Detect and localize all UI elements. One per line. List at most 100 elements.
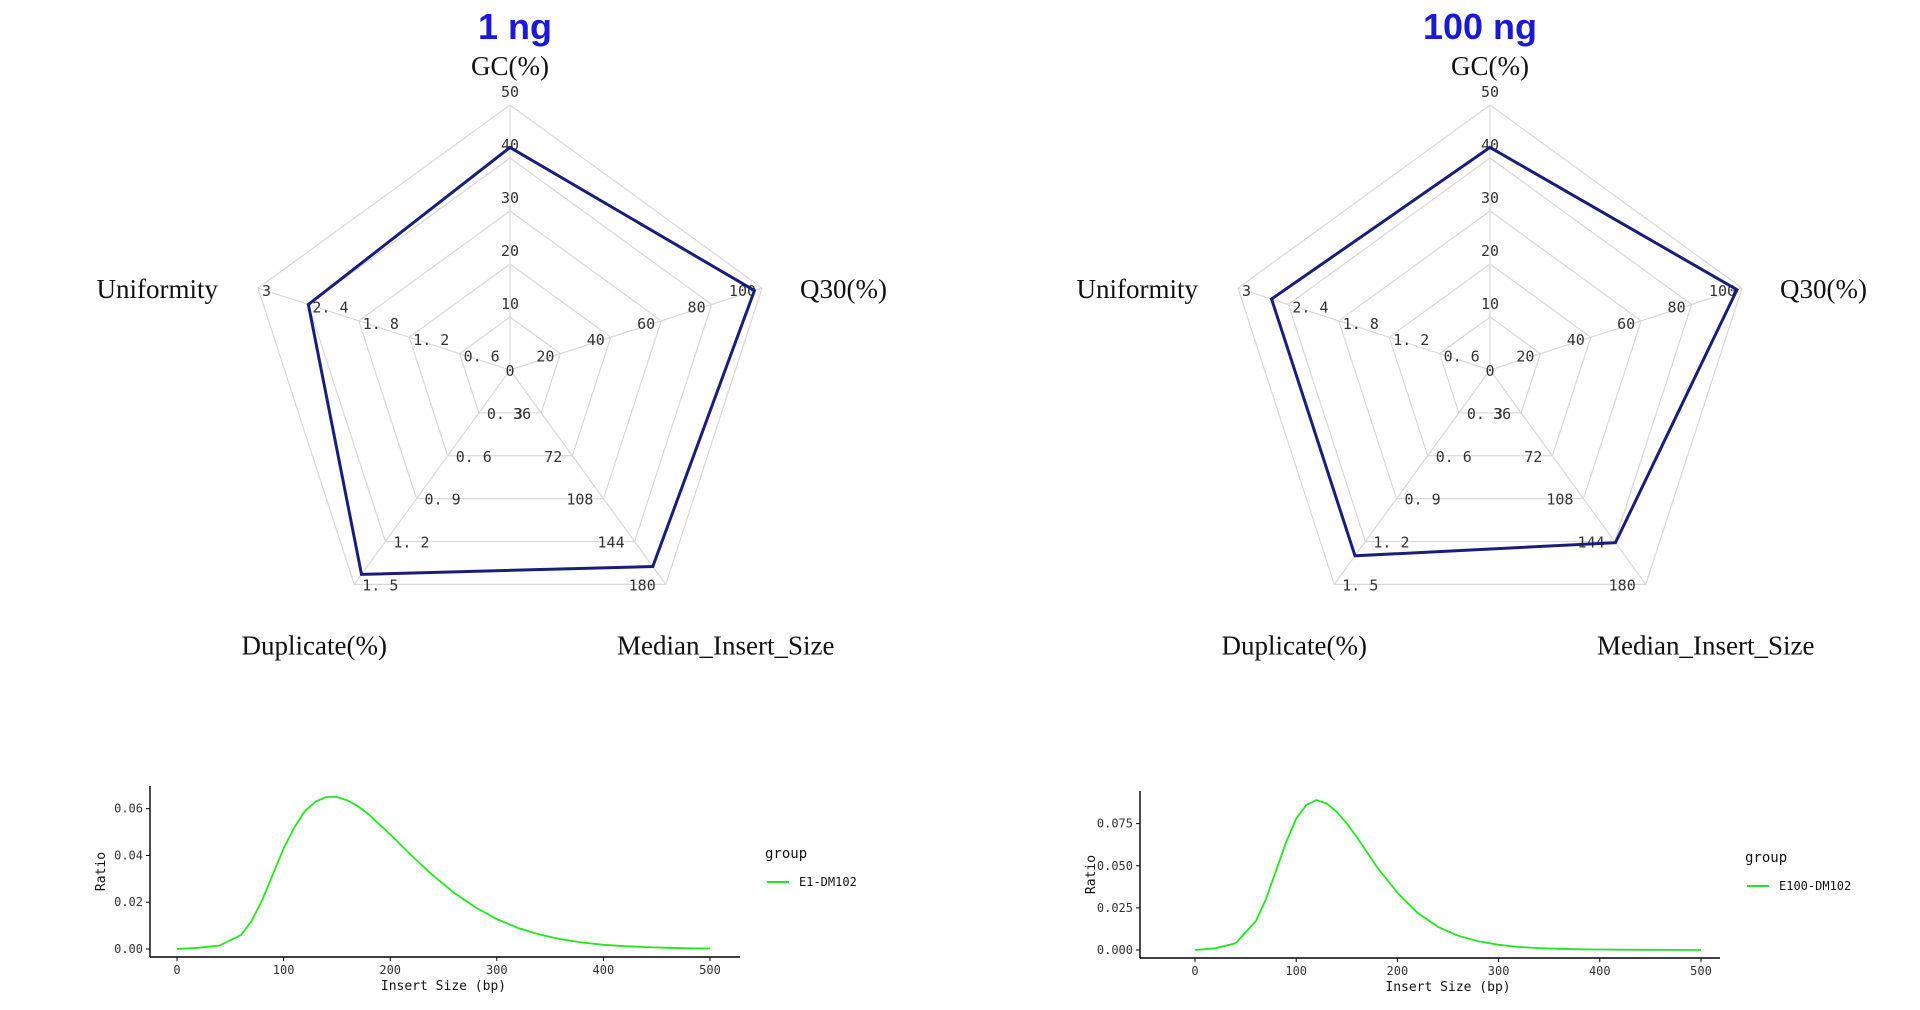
radar-spoke xyxy=(257,287,511,371)
radar-axis-name: Uniformity xyxy=(96,274,218,304)
radar-tick-label: 20 xyxy=(536,348,554,366)
radar-gridline xyxy=(1237,104,1743,585)
x-tick-label: 500 xyxy=(1690,964,1712,978)
series-line xyxy=(176,796,711,950)
x-tick-label: 100 xyxy=(273,963,295,977)
radar-axis-name: Median_Insert_Size xyxy=(617,630,834,660)
radar-spoke xyxy=(509,287,763,371)
radar-tick-label: 30 xyxy=(501,189,519,207)
radar-axis-name: Q30(%) xyxy=(800,274,887,304)
radar-spoke xyxy=(1237,287,1491,371)
y-tick-label: 0.000 xyxy=(1097,943,1133,957)
radar-data-polygon xyxy=(1269,145,1739,558)
x-tick-label: 0 xyxy=(1191,964,1198,978)
legend-title: group xyxy=(1745,850,1787,866)
radar-tick-label: 20 xyxy=(1481,242,1499,260)
radar-tick-label: 30 xyxy=(1481,189,1499,207)
x-tick-label: 200 xyxy=(379,963,401,977)
radar-tick-label: 180 xyxy=(629,576,656,594)
radar-tick-label: 80 xyxy=(688,298,706,316)
radar-tick-label: 0. 6 xyxy=(456,448,492,466)
radar-tick-label: 0. 9 xyxy=(425,491,461,509)
density-chart: 0.000 0.025 0.050 0.075 0 100 200 300 400 500 Inse… xyxy=(1084,791,1851,995)
radar-tick-label: 36 xyxy=(513,405,531,423)
y-tick-label: 0.02 xyxy=(114,895,143,909)
y-tick-label: 0.04 xyxy=(114,848,143,862)
radar-tick-label: 50 xyxy=(501,83,519,101)
x-tick-label: 200 xyxy=(1387,964,1409,978)
radar-axis-name: GC(%) xyxy=(471,51,549,81)
x-tick-label: 300 xyxy=(486,963,508,977)
radar-gridline xyxy=(257,104,763,585)
radar-tick-label: 72 xyxy=(1524,448,1542,466)
radar-tick-label: 0. 3 xyxy=(487,405,523,423)
radar-tick-label: 50 xyxy=(1481,83,1499,101)
radar-axis-name: Uniformity xyxy=(1076,274,1198,304)
radar-tick-label: 3 xyxy=(1242,282,1251,300)
radar-tick-label: 1. 8 xyxy=(1343,315,1379,333)
density-chart: 0.00 0.02 0.04 0.06 0 100 200 300 400 500 Insert S… xyxy=(94,786,857,994)
radar-axis-name: Duplicate(%) xyxy=(242,630,387,660)
radar-axis-name: GC(%) xyxy=(1451,51,1529,81)
panel-title: 1 ng xyxy=(477,6,552,47)
radar-tick-label: 180 xyxy=(1609,576,1636,594)
x-axis-title: Insert Size (bp) xyxy=(1385,980,1510,995)
radar-spoke xyxy=(1333,369,1491,585)
radar-axis-name: Q30(%) xyxy=(1780,274,1867,304)
radar-tick-label: 2. 4 xyxy=(1292,298,1328,316)
x-tick-label: 400 xyxy=(593,963,615,977)
radar-tick-label: 60 xyxy=(1617,315,1635,333)
radar-tick-label: 0 xyxy=(1485,362,1494,380)
y-tick-label: 0.00 xyxy=(114,942,143,956)
radar-tick-label: 108 xyxy=(566,491,593,509)
radar-tick-label: 40 xyxy=(587,331,605,349)
radar-tick-label: 0. 6 xyxy=(1436,448,1472,466)
radar-tick-label: 80 xyxy=(1668,298,1686,316)
radar-tick-label: 1. 2 xyxy=(1373,534,1409,552)
y-tick-label: 0.025 xyxy=(1097,901,1133,915)
legend-title: group xyxy=(765,846,807,862)
y-axis-title: Ratio xyxy=(94,852,109,891)
radar-data-polygon xyxy=(306,145,757,576)
radar-tick-label: 20 xyxy=(501,242,519,260)
radar-tick-label: 40 xyxy=(1567,331,1585,349)
x-tick-label: 0 xyxy=(173,963,180,977)
legend-label: E100-DM102 xyxy=(1779,879,1851,893)
radar-gridline xyxy=(1438,316,1542,414)
x-axis-title: Insert Size (bp) xyxy=(381,979,506,994)
radar-tick-label: 0 xyxy=(505,362,514,380)
radar-tick-label: 1. 5 xyxy=(1342,576,1378,594)
radar-gridline xyxy=(358,210,662,500)
radar-tick-label: 10 xyxy=(1481,295,1499,313)
radar-tick-label: 0. 6 xyxy=(1444,348,1480,366)
radar-spoke xyxy=(1489,369,1647,585)
radar-tick-label: 20 xyxy=(1516,348,1534,366)
x-tick-label: 400 xyxy=(1589,964,1611,978)
x-tick-label: 300 xyxy=(1488,964,1510,978)
radar-tick-label: 1. 2 xyxy=(413,331,449,349)
radar-spoke xyxy=(353,369,511,585)
panel-1ng: 1 ng 0 10 20 30 40 50 20 40 60 80 100 36 72 108 144 180… xyxy=(94,6,887,994)
radar-tick-label: 0. 6 xyxy=(464,348,500,366)
x-tick-label: 500 xyxy=(699,963,721,977)
radar-tick-label: 1. 2 xyxy=(393,534,429,552)
y-tick-label: 0.075 xyxy=(1097,817,1133,831)
radar-tick-label: 1. 5 xyxy=(362,576,398,594)
y-tick-label: 0.050 xyxy=(1097,859,1133,873)
legend-label: E1-DM102 xyxy=(799,875,857,889)
radar-gridline xyxy=(458,316,562,414)
radar-spoke xyxy=(509,369,667,585)
radar-tick-label: 10 xyxy=(501,295,519,313)
x-tick-label: 100 xyxy=(1285,964,1307,978)
radar-tick-label: 0. 9 xyxy=(1405,491,1441,509)
radar-gridline xyxy=(1338,210,1642,500)
radar-gridline xyxy=(1287,157,1693,543)
radar-tick-label: 72 xyxy=(544,448,562,466)
panel-title: 100 ng xyxy=(1422,6,1538,47)
radar-spoke xyxy=(1489,287,1743,371)
panel-100ng: 100 ng 0 10 20 30 40 50 20 40 60 80 100 36 72 108 144 1… xyxy=(990,0,1920,1010)
radar-axis-name: Duplicate(%) xyxy=(1222,630,1367,660)
radar-gridline xyxy=(408,263,612,457)
